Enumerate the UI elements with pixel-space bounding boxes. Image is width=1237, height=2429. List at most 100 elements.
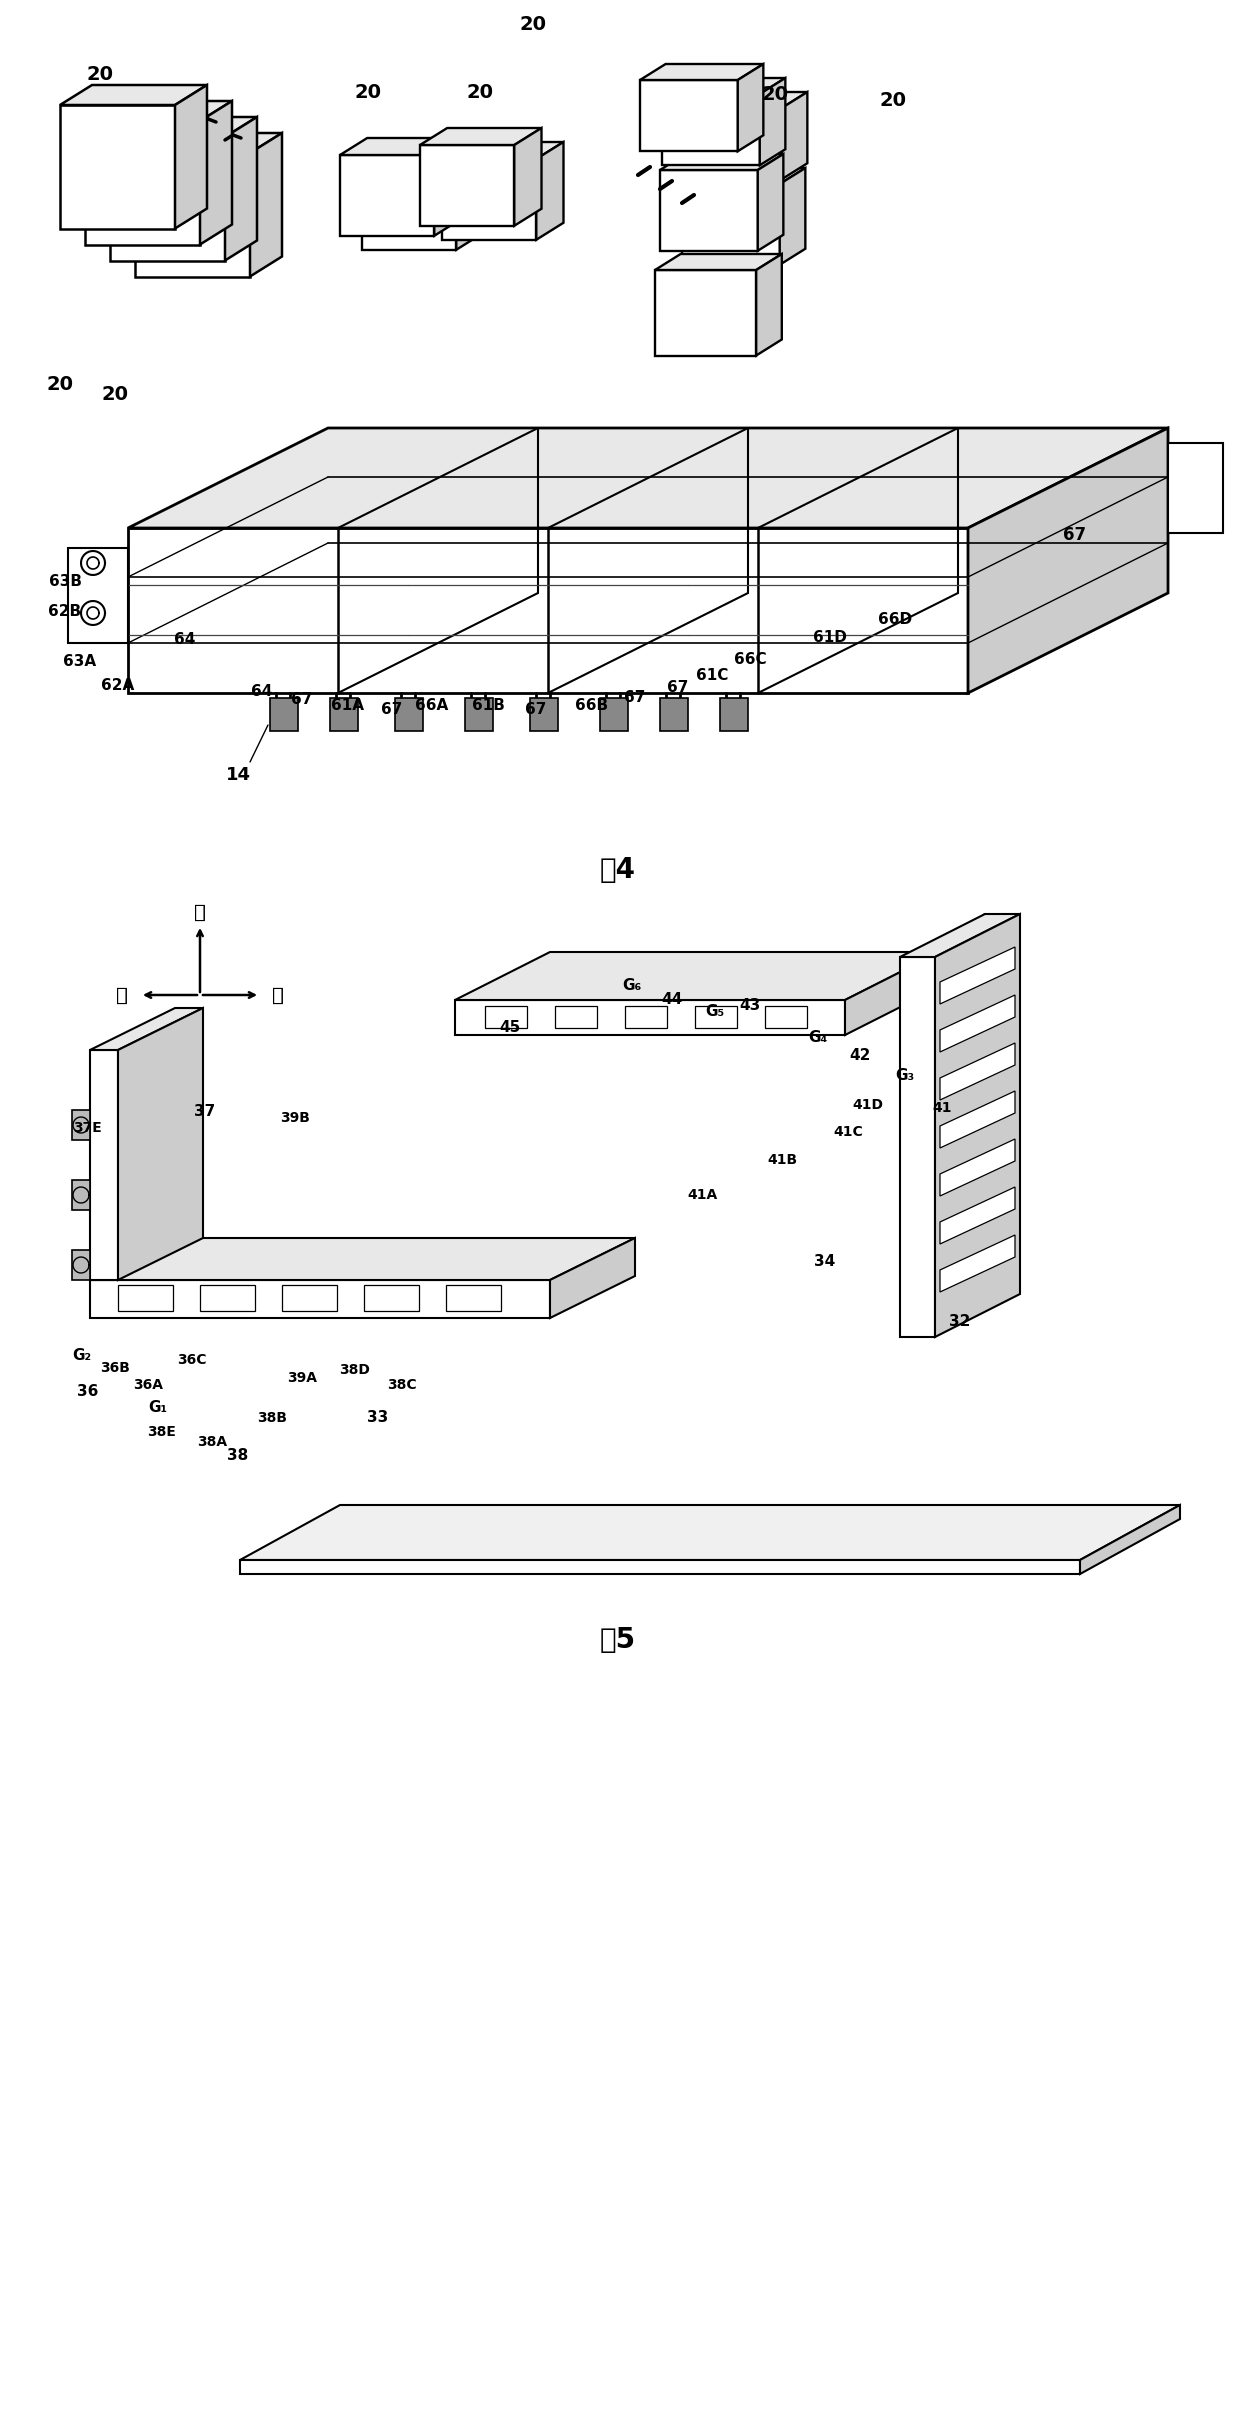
Text: 20: 20 — [520, 15, 547, 34]
Polygon shape — [240, 1559, 1080, 1574]
Text: G₄: G₄ — [808, 1030, 828, 1044]
Text: 38: 38 — [228, 1448, 249, 1462]
Text: 61D: 61D — [813, 632, 847, 646]
Polygon shape — [529, 697, 558, 731]
Text: 67: 67 — [1064, 527, 1086, 544]
Polygon shape — [940, 1188, 1016, 1244]
Polygon shape — [447, 1285, 501, 1312]
Text: 41B: 41B — [767, 1154, 797, 1166]
Polygon shape — [537, 141, 564, 240]
Polygon shape — [61, 104, 174, 228]
Polygon shape — [110, 117, 257, 136]
Polygon shape — [465, 697, 494, 731]
Polygon shape — [455, 1001, 845, 1035]
Polygon shape — [340, 155, 434, 236]
Text: 61A: 61A — [332, 700, 365, 714]
Text: 64: 64 — [251, 685, 272, 700]
Polygon shape — [940, 947, 1016, 1003]
Polygon shape — [442, 141, 564, 158]
Polygon shape — [72, 1110, 90, 1139]
Text: 44: 44 — [662, 993, 683, 1008]
Text: 67: 67 — [526, 702, 547, 717]
Polygon shape — [340, 138, 461, 155]
Text: 38B: 38B — [257, 1411, 287, 1426]
Polygon shape — [68, 549, 127, 644]
Polygon shape — [362, 153, 484, 170]
Text: 61B: 61B — [471, 700, 505, 714]
Polygon shape — [684, 107, 782, 180]
Polygon shape — [421, 146, 515, 226]
Polygon shape — [61, 85, 207, 104]
Text: 20: 20 — [762, 85, 788, 104]
Polygon shape — [362, 170, 456, 250]
Text: 20: 20 — [101, 386, 129, 406]
Text: 66D: 66D — [878, 612, 912, 627]
Text: 36B: 36B — [100, 1360, 130, 1375]
Text: 36C: 36C — [177, 1353, 207, 1368]
Text: 20: 20 — [466, 83, 494, 102]
Text: 14: 14 — [225, 765, 251, 785]
Text: 左: 左 — [272, 986, 283, 1006]
Polygon shape — [395, 697, 423, 731]
Text: 左: 左 — [272, 986, 283, 1006]
Polygon shape — [758, 153, 783, 250]
Text: 42: 42 — [850, 1047, 871, 1061]
Polygon shape — [135, 153, 250, 277]
Text: 36A: 36A — [134, 1377, 163, 1392]
Polygon shape — [682, 185, 779, 265]
Text: 63A: 63A — [63, 653, 96, 670]
Polygon shape — [682, 168, 805, 185]
Polygon shape — [935, 913, 1021, 1336]
Polygon shape — [330, 697, 357, 731]
Polygon shape — [764, 1006, 807, 1027]
Polygon shape — [969, 428, 1168, 692]
Polygon shape — [72, 1251, 90, 1280]
Polygon shape — [118, 1008, 203, 1280]
Polygon shape — [555, 1006, 597, 1027]
Polygon shape — [85, 121, 200, 245]
Text: 32: 32 — [949, 1314, 971, 1329]
Polygon shape — [200, 102, 233, 245]
Polygon shape — [127, 428, 1168, 527]
Text: 41D: 41D — [852, 1098, 883, 1112]
Text: 图4: 图4 — [600, 855, 636, 884]
Polygon shape — [364, 1285, 419, 1312]
Polygon shape — [90, 1239, 635, 1280]
Text: 45: 45 — [500, 1020, 521, 1035]
Text: 36: 36 — [77, 1385, 99, 1399]
Polygon shape — [515, 129, 542, 226]
Text: 39B: 39B — [280, 1110, 310, 1125]
Text: 20: 20 — [355, 83, 381, 102]
Polygon shape — [940, 996, 1016, 1052]
Text: 66C: 66C — [734, 653, 766, 668]
Polygon shape — [421, 129, 542, 146]
Text: 37E: 37E — [74, 1122, 103, 1134]
Polygon shape — [640, 80, 737, 151]
Polygon shape — [1168, 442, 1223, 532]
Polygon shape — [90, 1049, 118, 1280]
Text: 38D: 38D — [340, 1363, 370, 1377]
Polygon shape — [110, 136, 225, 260]
Polygon shape — [662, 78, 785, 95]
Polygon shape — [661, 170, 758, 250]
Text: 62A: 62A — [101, 678, 135, 692]
Polygon shape — [174, 85, 207, 228]
Polygon shape — [940, 1042, 1016, 1100]
Text: 66B: 66B — [575, 700, 609, 714]
Text: 62B: 62B — [48, 605, 82, 619]
Polygon shape — [240, 1506, 1180, 1559]
Polygon shape — [760, 78, 785, 165]
Polygon shape — [756, 255, 782, 355]
Polygon shape — [720, 697, 748, 731]
Polygon shape — [845, 913, 985, 1035]
Text: 61C: 61C — [695, 668, 729, 683]
Text: 66A: 66A — [416, 700, 449, 714]
Text: 39A: 39A — [287, 1370, 317, 1385]
Polygon shape — [901, 913, 1021, 957]
Text: 67: 67 — [667, 680, 689, 695]
Polygon shape — [662, 95, 760, 165]
Text: 33: 33 — [367, 1411, 388, 1426]
Polygon shape — [434, 138, 461, 236]
Text: 上: 上 — [194, 904, 205, 921]
Text: 38E: 38E — [147, 1426, 177, 1438]
